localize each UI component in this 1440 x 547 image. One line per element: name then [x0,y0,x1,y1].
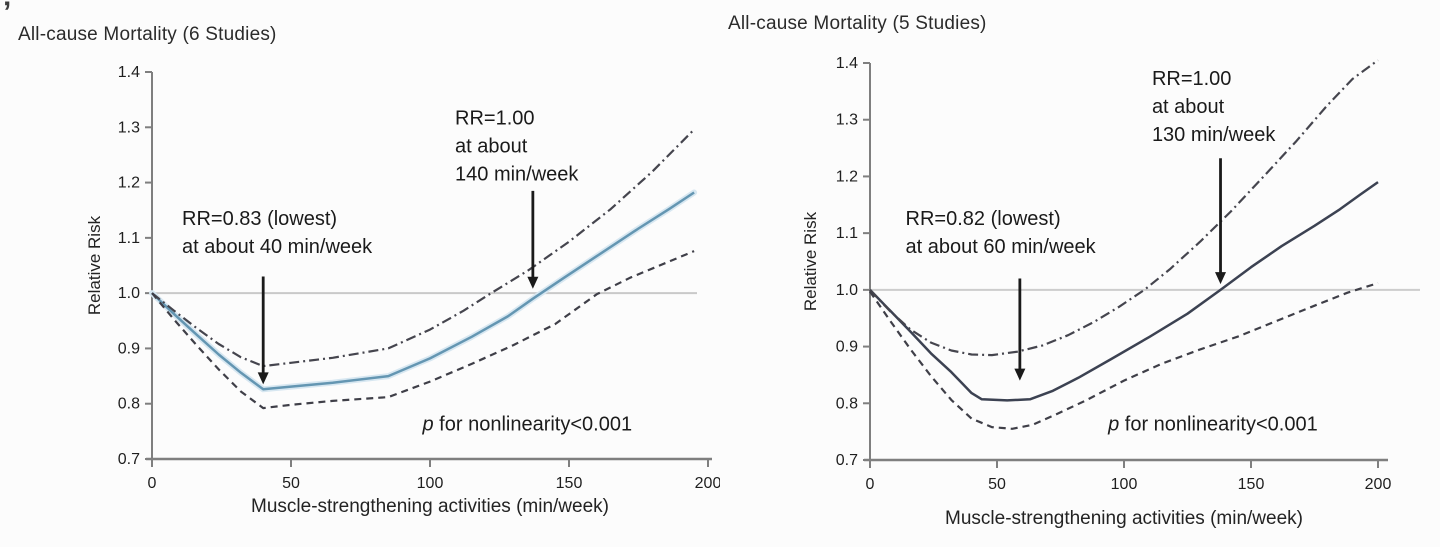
y-tick-label: 1.2 [836,168,858,185]
y-axis-label: Relative Risk [801,211,820,311]
annotation-text: RR=0.83 (lowest) [182,208,337,230]
chart-canvas-right: 1.4 1.3 1.2 1.1 1.0 0.9 0.8 0.7 0 50 100 150 200 Musc… [801,55,1420,529]
x-tick-label: 0 [148,475,157,492]
annotation-text: at about 40 min/week [182,236,373,258]
annotation-arrow-head [1014,368,1026,381]
x-axis-label: Muscle-strengthening activities (min/wee… [251,496,609,517]
annotation-arrow-head [527,276,539,289]
annotation-text: RR=1.00 [455,107,535,129]
series-upper-95-ci [869,59,1379,357]
y-tick-label: 1.3 [118,119,140,136]
x-tick-label: 200 [695,475,720,492]
x-tick-label: 100 [417,475,444,492]
chart-canvas-left: 1.4 1.3 1.2 1.1 1.0 0.9 0.8 0.7 0 50 100 150 200 Musc… [85,64,720,517]
y-tick-label: 1.1 [118,230,140,247]
x-tick-label: 100 [1111,476,1138,493]
y-tick-label: 0.8 [836,395,858,412]
x-tick-label: 0 [866,476,875,493]
series-lower-95-ci [151,250,695,410]
x-axis-label: Muscle-strengthening activities (min/wee… [945,508,1303,529]
y-tick-label: 1.0 [836,282,858,299]
chart-panel-right: All-cause Mortality (5 Studies) 1.4 1.3 1.… [720,0,1440,547]
x-tick-label: 150 [556,475,583,492]
annotation-arrow-head [1215,272,1227,285]
y-tick-label: 0.9 [836,339,858,356]
series-point-estimate [869,181,1379,402]
y-tick-label: 1.4 [836,55,858,72]
annotation-text: 130 min/week [1152,124,1276,146]
annotation-text: at about [1152,96,1225,118]
series-lower-95-ci [869,282,1379,430]
p-value-text: p for nonlinearity<0.001 [422,413,633,435]
y-axis-label: Relative Risk [85,215,104,315]
y-tick-label: 0.7 [118,451,140,468]
series-upper-95-ci [151,128,695,368]
y-tick-label: 0.9 [118,340,140,357]
y-tick-label: 0.8 [118,396,140,413]
corner-artifact: ’ [3,0,12,29]
annotation-text: RR=0.82 (lowest) [906,208,1061,230]
x-tick-label: 200 [1365,476,1392,493]
annotation-text: at about [455,135,528,157]
x-tick-label: 50 [282,475,300,492]
y-tick-label: 1.2 [118,175,140,192]
chart-title: All-cause Mortality (5 Studies) [728,13,987,34]
series-point-estimate [151,191,695,391]
y-tick-label: 1.3 [836,112,858,129]
annotation-arrow-head [257,372,269,385]
y-tick-label: 1.0 [118,285,140,302]
annotation-text: RR=1.00 [1152,68,1232,90]
y-tick-label: 1.4 [118,64,140,81]
p-value-text: p for nonlinearity<0.001 [1107,414,1318,436]
annotation-text: 140 min/week [455,163,579,185]
y-tick-label: 1.1 [836,225,858,242]
x-tick-label: 50 [988,476,1006,493]
chart-title: All-cause Mortality (6 Studies) [18,24,277,45]
chart-panel-left: All-cause Mortality (6 Studies) 1.4 1.3 1.… [18,24,720,517]
x-tick-label: 150 [1238,476,1265,493]
y-tick-label: 0.7 [836,452,858,469]
annotation-text: at about 60 min/week [906,236,1097,258]
